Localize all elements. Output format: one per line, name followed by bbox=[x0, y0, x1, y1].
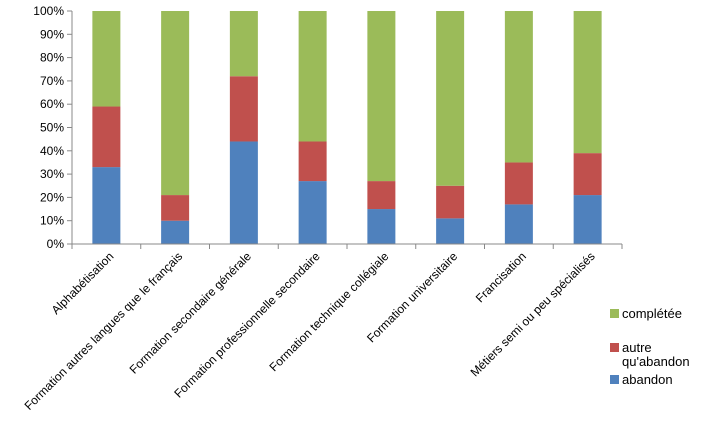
y-tick-label: 20% bbox=[40, 190, 64, 204]
bar-segment-abandon bbox=[436, 218, 465, 244]
bar-segment-compl-t-e bbox=[504, 11, 533, 163]
bar-segment-autre-qu-abandon bbox=[92, 106, 121, 168]
bar-segment-compl-t-e bbox=[298, 11, 327, 142]
y-tick-label: 40% bbox=[40, 144, 64, 158]
x-category-label: Formation technique collégiale bbox=[267, 249, 392, 374]
y-tick-label: 10% bbox=[40, 214, 64, 228]
y-tick-label: 60% bbox=[40, 97, 64, 111]
legend-label: abandon bbox=[622, 372, 673, 387]
legend-label: complétée bbox=[622, 306, 682, 321]
bar-segment-abandon bbox=[92, 167, 121, 244]
bar-segment-compl-t-e bbox=[161, 11, 190, 196]
y-tick-label: 70% bbox=[40, 74, 64, 88]
bar-segment-abandon bbox=[229, 141, 258, 244]
bar-segment-autre-qu-abandon bbox=[436, 185, 465, 219]
legend-label: qu'abandon bbox=[622, 354, 690, 369]
bar-segment-autre-qu-abandon bbox=[229, 76, 258, 142]
x-category-label: Formation professionnelle secondaire bbox=[171, 249, 323, 401]
legend-label: autre bbox=[622, 340, 652, 355]
bars bbox=[92, 11, 602, 244]
y-tick-label: 30% bbox=[40, 167, 64, 181]
bar-segment-autre-qu-abandon bbox=[573, 153, 602, 196]
bar-segment-compl-t-e bbox=[367, 11, 396, 182]
x-category-label: Formation autres langues que le français bbox=[22, 249, 186, 413]
bar-segment-abandon bbox=[298, 181, 327, 244]
x-category-label: Alphabétisation bbox=[49, 249, 117, 317]
legend-swatch bbox=[610, 309, 619, 318]
bar-segment-abandon bbox=[573, 195, 602, 244]
y-tick-label: 90% bbox=[40, 27, 64, 41]
legend-swatch bbox=[610, 375, 619, 384]
x-category-label: Métiers semi ou peu spécialisés bbox=[468, 249, 598, 379]
y-axis-ticks: 0% 10% 20% 30% 40% 50% 60% 70% 80% 90% 100% bbox=[33, 4, 64, 251]
y-tick-label: 80% bbox=[40, 51, 64, 65]
x-category-label: Francisation bbox=[473, 249, 529, 305]
bar-segment-abandon bbox=[161, 220, 190, 244]
bar-segment-autre-qu-abandon bbox=[504, 162, 533, 205]
bar-segment-autre-qu-abandon bbox=[367, 181, 396, 210]
legend-swatch bbox=[610, 343, 619, 352]
y-tick-label: 0% bbox=[47, 237, 65, 251]
bar-segment-autre-qu-abandon bbox=[161, 195, 190, 221]
bar-segment-compl-t-e bbox=[92, 11, 121, 107]
bar-segment-compl-t-e bbox=[573, 11, 602, 154]
bar-segment-compl-t-e bbox=[436, 11, 465, 186]
y-tick-label: 50% bbox=[40, 121, 64, 135]
axes bbox=[67, 10, 623, 249]
bar-segment-autre-qu-abandon bbox=[298, 141, 327, 182]
bar-segment-abandon bbox=[367, 209, 396, 244]
bar-segment-abandon bbox=[504, 204, 533, 244]
y-tick-label: 100% bbox=[33, 4, 64, 18]
bar-segment-compl-t-e bbox=[229, 11, 258, 77]
x-category-label: Formation secondaire générale bbox=[127, 249, 255, 377]
